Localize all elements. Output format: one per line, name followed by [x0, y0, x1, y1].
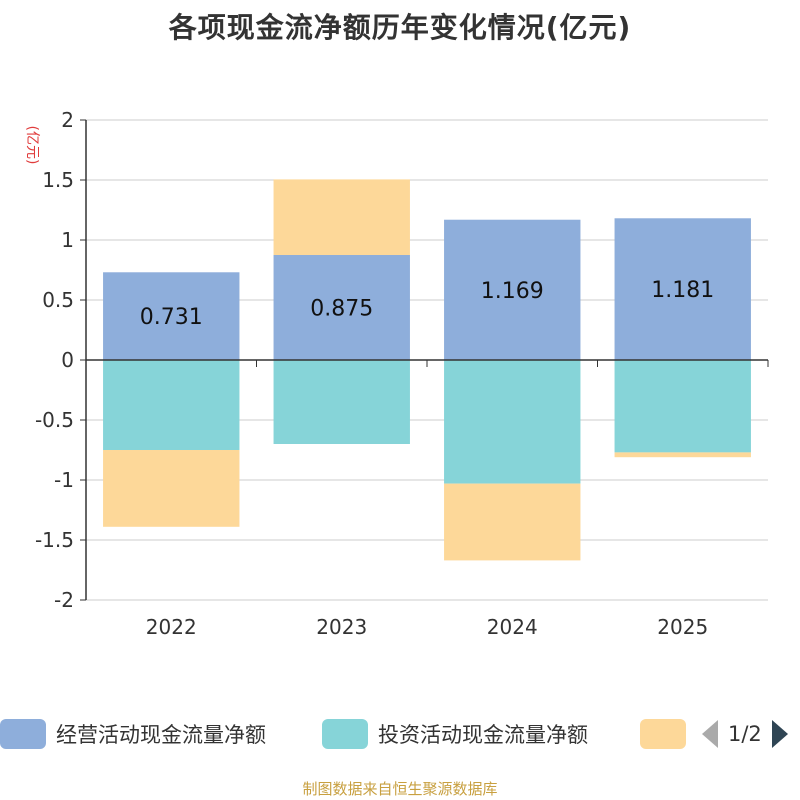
y-axis-label: (亿元)	[24, 126, 40, 165]
bar-series1-2022	[103, 360, 240, 450]
bar-series1-2025	[614, 360, 751, 453]
y-tick-label: 0.5	[42, 288, 74, 312]
data-label: 0.875	[310, 297, 373, 322]
bar-layer	[103, 179, 751, 561]
x-tick-label: 2022	[146, 615, 197, 639]
legend-item-investing[interactable]: 投资活动现金流量净额	[322, 716, 588, 752]
legend-swatch-third	[640, 719, 686, 749]
y-tick-label: 1.5	[42, 168, 74, 192]
legend-label-investing: 投资活动现金流量净额	[378, 723, 588, 747]
bar-series2-2022	[103, 450, 240, 527]
bar-series0-2025	[614, 218, 751, 360]
label-layer: 0.731 0.875 1.169 1.181	[140, 278, 714, 330]
data-label: 1.169	[481, 279, 544, 304]
legend-swatch-investing	[322, 719, 368, 749]
bar-series2-2024	[444, 483, 581, 561]
x-tick-label: 2023	[316, 615, 367, 639]
y-tick-label: 1	[61, 228, 74, 252]
data-label: 0.731	[140, 305, 203, 330]
bar-series1-2024	[444, 360, 581, 484]
x-tick-label: 2025	[657, 615, 708, 639]
bar-series2-2023	[273, 179, 410, 255]
legend-item-third[interactable]	[640, 716, 696, 752]
legend-swatch-operating	[0, 719, 46, 749]
legend-item-operating[interactable]: 经营活动现金流量净额	[0, 716, 266, 752]
bar-series0-2023	[273, 255, 410, 360]
source-note: 制图数据来自恒生聚源数据库	[302, 780, 498, 798]
bar-series0-2022	[103, 272, 240, 360]
chart-title: 各项现金流净额历年变化情况(亿元)	[168, 11, 632, 44]
legend-label-operating: 经营活动现金流量净额	[56, 723, 266, 747]
bar-series0-2024	[444, 219, 581, 360]
legend-next-page-icon[interactable]	[771, 720, 788, 748]
y-tick-label: 2	[61, 108, 74, 132]
data-label: 1.181	[651, 278, 714, 303]
y-tick-label: 0	[61, 348, 74, 372]
bar-series1-2023	[273, 360, 410, 444]
legend-page-indicator: 1/2	[728, 722, 762, 746]
chart-plot: 2 1.5 1 0.5 0 -0.5 -1 -1.5 -2 2022 2023 2024 2025 (亿元…	[24, 108, 769, 639]
y-tick-label: -2	[54, 588, 74, 612]
y-tick-label: -1	[54, 468, 74, 492]
x-tick-label: 2024	[487, 615, 538, 639]
legend-pager: 1/2	[702, 716, 788, 752]
y-tick-label: -0.5	[35, 408, 74, 432]
bar-series2-2025	[614, 452, 751, 458]
y-tick-label: -1.5	[35, 528, 74, 552]
legend-prev-page-icon[interactable]	[702, 720, 718, 748]
axis-layer: 2 1.5 1 0.5 0 -0.5 -1 -1.5 -2 2022 2023 2024 2025 (亿元…	[24, 108, 769, 639]
legend: 经营活动现金流量净额 投资活动现金流量净额 1/2	[0, 716, 800, 756]
